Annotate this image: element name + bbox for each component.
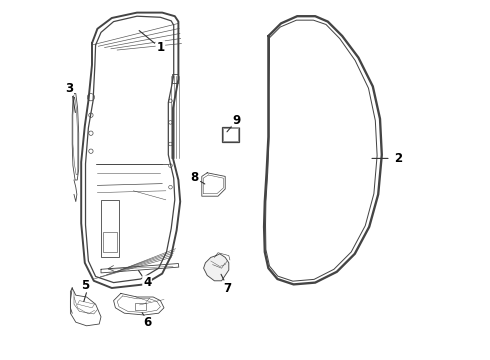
- Bar: [172, 74, 178, 83]
- Text: 1: 1: [156, 41, 165, 54]
- Bar: [221, 127, 239, 142]
- Bar: [135, 303, 146, 310]
- Text: 9: 9: [232, 114, 241, 127]
- Bar: [222, 128, 238, 141]
- Bar: [101, 200, 119, 257]
- Text: 2: 2: [394, 152, 402, 165]
- Text: 7: 7: [223, 282, 232, 294]
- Bar: [103, 232, 117, 252]
- Text: 5: 5: [81, 279, 89, 292]
- Text: 4: 4: [143, 276, 151, 289]
- Text: 3: 3: [65, 82, 74, 95]
- Text: 8: 8: [190, 171, 198, 184]
- Text: 6: 6: [144, 316, 152, 329]
- Polygon shape: [204, 254, 229, 281]
